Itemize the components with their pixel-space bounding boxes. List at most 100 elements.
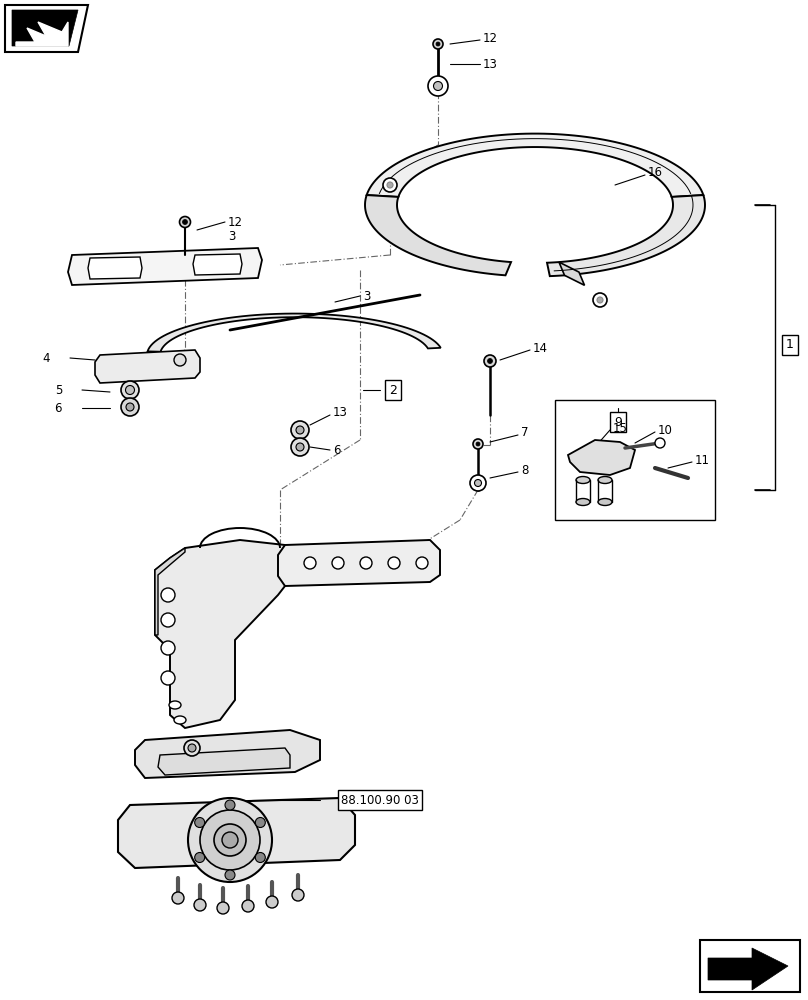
Circle shape: [222, 832, 238, 848]
Polygon shape: [135, 730, 320, 778]
Circle shape: [291, 421, 309, 439]
Polygon shape: [559, 262, 584, 285]
Text: 13: 13: [483, 57, 498, 70]
Ellipse shape: [174, 716, 186, 724]
Circle shape: [126, 403, 134, 411]
Text: 9: 9: [614, 416, 622, 428]
Polygon shape: [88, 257, 142, 279]
Polygon shape: [568, 440, 635, 475]
Circle shape: [291, 438, 309, 456]
Text: 5: 5: [55, 383, 62, 396]
Polygon shape: [708, 948, 788, 990]
Polygon shape: [367, 134, 703, 197]
Circle shape: [484, 355, 496, 367]
Polygon shape: [193, 254, 242, 275]
Text: 13: 13: [333, 406, 348, 420]
Circle shape: [121, 381, 139, 399]
Polygon shape: [155, 540, 285, 728]
Polygon shape: [68, 248, 262, 285]
Text: 7: 7: [521, 426, 528, 440]
Circle shape: [304, 557, 316, 569]
Text: 11: 11: [695, 454, 710, 466]
Circle shape: [388, 557, 400, 569]
Text: 10: 10: [658, 424, 673, 436]
Text: 3: 3: [363, 290, 370, 302]
Polygon shape: [95, 350, 200, 383]
Circle shape: [172, 892, 184, 904]
Circle shape: [255, 818, 265, 828]
Polygon shape: [5, 5, 88, 52]
Bar: [555, 400, 715, 520]
Text: 88.100.90 03: 88.100.90 03: [341, 794, 419, 806]
Circle shape: [188, 798, 272, 882]
Polygon shape: [148, 314, 440, 352]
Circle shape: [474, 480, 482, 487]
Circle shape: [225, 870, 235, 880]
Text: 8: 8: [521, 464, 528, 477]
Polygon shape: [365, 195, 511, 275]
Circle shape: [200, 810, 260, 870]
Circle shape: [214, 824, 246, 856]
Circle shape: [292, 889, 304, 901]
Polygon shape: [547, 195, 705, 276]
Text: 6: 6: [333, 444, 340, 456]
Circle shape: [433, 39, 443, 49]
Text: 16: 16: [648, 166, 663, 180]
Text: 14: 14: [533, 342, 548, 356]
Circle shape: [179, 217, 191, 228]
Polygon shape: [12, 10, 78, 46]
Circle shape: [387, 182, 393, 188]
Text: 4: 4: [43, 352, 50, 364]
Polygon shape: [155, 548, 185, 635]
Circle shape: [195, 852, 204, 862]
Circle shape: [174, 354, 186, 366]
Text: 15: 15: [613, 422, 628, 434]
Circle shape: [183, 220, 187, 225]
Circle shape: [188, 744, 196, 752]
Text: 2: 2: [389, 383, 397, 396]
Text: 6: 6: [54, 401, 62, 414]
Circle shape: [161, 588, 175, 602]
Ellipse shape: [598, 477, 612, 484]
Circle shape: [470, 475, 486, 491]
Circle shape: [434, 82, 443, 91]
Bar: [700, 940, 800, 992]
Ellipse shape: [169, 701, 181, 709]
Circle shape: [473, 439, 483, 449]
Text: 12: 12: [228, 216, 243, 229]
Circle shape: [360, 557, 372, 569]
Circle shape: [416, 557, 428, 569]
Circle shape: [476, 442, 480, 446]
Text: 3: 3: [228, 230, 235, 242]
Circle shape: [296, 426, 304, 434]
Circle shape: [597, 297, 603, 303]
Circle shape: [242, 900, 254, 912]
Polygon shape: [278, 540, 440, 586]
Circle shape: [125, 385, 134, 394]
Polygon shape: [16, 22, 68, 46]
Circle shape: [194, 899, 206, 911]
Circle shape: [383, 178, 397, 192]
Ellipse shape: [598, 498, 612, 506]
Circle shape: [161, 641, 175, 655]
Polygon shape: [158, 748, 290, 775]
Circle shape: [225, 800, 235, 810]
Ellipse shape: [576, 477, 590, 484]
Circle shape: [436, 42, 440, 46]
Ellipse shape: [576, 498, 590, 506]
Circle shape: [487, 359, 493, 363]
Circle shape: [428, 76, 448, 96]
Circle shape: [161, 671, 175, 685]
Circle shape: [332, 557, 344, 569]
Text: 1: 1: [786, 338, 794, 352]
Circle shape: [217, 902, 229, 914]
Circle shape: [655, 438, 665, 448]
Text: 12: 12: [483, 31, 498, 44]
Circle shape: [184, 740, 200, 756]
Circle shape: [255, 852, 265, 862]
Circle shape: [593, 293, 607, 307]
Circle shape: [266, 896, 278, 908]
Circle shape: [121, 398, 139, 416]
Circle shape: [195, 818, 204, 828]
Circle shape: [296, 443, 304, 451]
